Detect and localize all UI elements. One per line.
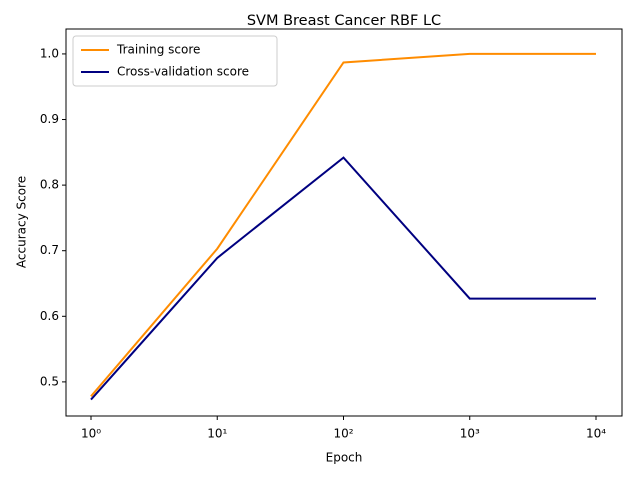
y-tick-label: 0.6 — [40, 309, 59, 323]
chart-title: SVM Breast Cancer RBF LC — [247, 13, 441, 29]
y-tick-label: 0.5 — [40, 374, 59, 388]
legend-label: Training score — [116, 43, 200, 57]
x-tick-label: 10¹ — [207, 427, 227, 441]
legend-box — [72, 35, 278, 87]
line-series — [90, 156, 596, 401]
x-tick-label: 10² — [333, 427, 353, 441]
legend-label: Cross-validation score — [117, 65, 249, 79]
line-series — [90, 52, 596, 397]
y-axis-label: Accuracy Score — [15, 176, 29, 268]
x-tick-label: 10³ — [460, 427, 480, 441]
y-tick-label: 0.8 — [40, 178, 59, 192]
plot-frame — [65, 28, 623, 417]
x-tick-label: 10⁴ — [586, 427, 606, 441]
x-tick-label: 10⁰ — [81, 427, 101, 441]
y-tick-label: 0.9 — [40, 112, 59, 126]
y-tick-label: 1.0 — [40, 46, 59, 60]
x-axis-label: Epoch — [326, 451, 363, 465]
y-tick-label: 0.7 — [40, 243, 59, 257]
